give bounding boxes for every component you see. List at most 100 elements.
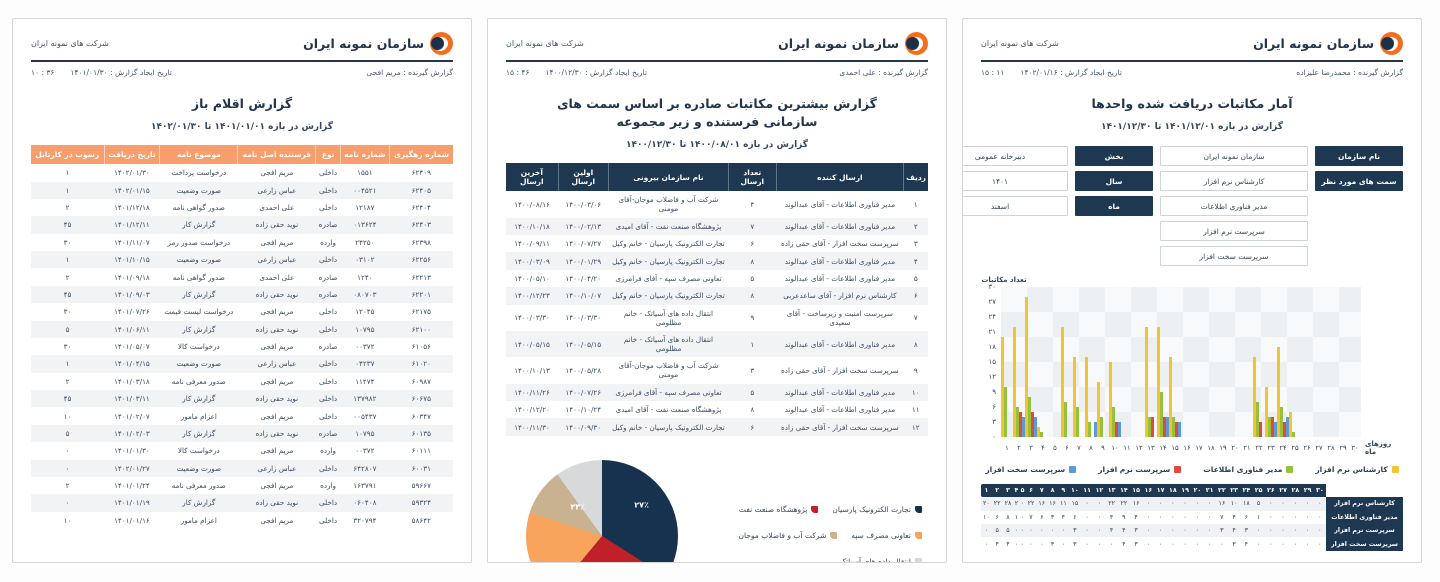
table-cell: صادره	[318, 272, 338, 282]
matrix-cell: ۰	[1256, 540, 1261, 548]
matrix-cell: ۲۰	[981, 497, 992, 511]
table-cell: ۶	[903, 287, 928, 305]
organization-name: سازمان نمونه ایران	[303, 36, 424, 51]
table-cell: تعاونی مصرف سپه - آقای فرامرزی	[608, 383, 729, 401]
table-row: ۶۲۳۹۸ ۲۴۲۵۰ وارده مریم افجی درخواست صدور رمز…	[31, 234, 453, 251]
table-cell: ۴	[750, 199, 755, 209]
matrix-day-header: ۲۶	[1264, 484, 1277, 498]
table-cell: مدیر فناوری اطلاعات - آقای عبدالوند	[784, 273, 896, 283]
table-cell: ۱۴۰۰/۱۰/۲۴	[565, 405, 602, 415]
matrix-cell: ۰	[1085, 540, 1089, 548]
matrix-cell: ۴	[1232, 513, 1236, 521]
report-meta: گزارش گیرنده : محمدرضا علیزاده تاریخ ایج…	[981, 62, 1403, 77]
filter-year-label: سال	[1075, 171, 1153, 192]
table-cell: صورت وضعیت	[159, 459, 238, 477]
table-cell: ۱	[728, 330, 777, 358]
plot-right-gap	[1361, 287, 1403, 437]
bar	[1163, 417, 1166, 438]
table-cell: ۰	[31, 494, 104, 512]
table-cell: اعزام مامور	[180, 515, 217, 525]
matrix-day-header: ۳۰	[1313, 484, 1326, 498]
bar-group	[1097, 287, 1109, 438]
table-row: ۸ مدیر فناوری اطلاعات - آقای عبدالوند ۱ انت…	[506, 330, 928, 358]
table-cell: داخلی	[315, 459, 341, 477]
bar-legend-item: مدیر فناوری اطلاعات	[1203, 465, 1294, 474]
table-cell: مریم افجی	[260, 515, 294, 525]
table-row: ۶۰۰۳۱ ۶۴۲۸۰۷ داخلی عباس زارعی صورت وضعیت ۱۴۰۲…	[31, 459, 453, 477]
bar	[1283, 422, 1286, 438]
matrix-cell: ۰	[1036, 523, 1048, 538]
table-row: ۶۲۴۰۳ ۰۱۳۶۲۴ صادره نوید حقی زاده گزارش کار ۱۴…	[31, 216, 453, 234]
bar	[1145, 327, 1148, 438]
matrix-cell: ۰	[1276, 497, 1290, 511]
matrix-cell: ۰	[1289, 497, 1302, 511]
matrix-cell: ۰	[1171, 513, 1175, 521]
bar	[1100, 417, 1103, 438]
table-cell: مریم افجی	[260, 342, 294, 352]
matrix-cell: ۱۶	[1215, 497, 1228, 511]
table-head: ردیف ارسال کننده تعداد ارسال نام سازمان بیر…	[506, 163, 928, 192]
x-tick-label: ۱۶	[1183, 444, 1191, 453]
bar	[1178, 422, 1181, 438]
table-cell: نوید حقی زاده	[237, 390, 316, 408]
page-header: سازمان نمونه ایران شرکت های نمونه ایران	[981, 32, 1403, 55]
matrix-cell: ۰	[1264, 523, 1277, 538]
matrix-header-row: ۱ ۲ ۳ ۴ ۵ ۶ ۷ ۸ ۹ ۱۰ ۱۱ ۱۲ ۱۳ ۱۴ ۱۵ ۱۶ ۱۷ ۱۸ ۱۹ ۲۰ ۲۱ ۲۲ ۲۳ ۲۴ ۲…	[981, 484, 1403, 498]
bar-group	[1145, 287, 1157, 438]
x-tick-label: ۵	[1053, 444, 1057, 453]
matrix-day-header: ۱۲	[1093, 484, 1106, 498]
table-cell: صورت وضعیت	[159, 181, 238, 199]
company-name: شرکت های نمونه ایران	[31, 39, 109, 48]
chart-body: ۰ ۳ ۶ ۹ ۱۲ ۱۵ ۱۸ ۲۱ ۲۴ ۲۷ ۳۰	[981, 283, 1403, 441]
bar	[1169, 357, 1172, 438]
report-receiver: گزارش گیرنده : محمدرضا علیزاده	[1296, 68, 1403, 77]
table-cell: ۱۴۰۰/۰۳/۰۶	[565, 199, 602, 209]
header-divider	[31, 60, 453, 62]
matrix-cell: ۰	[1154, 523, 1167, 538]
table-row: ۶۰۶۷۵ ۱۳۷۹۸۲ داخلی نوید حقی زاده گزارش کار ۱۴…	[31, 390, 453, 408]
table-cell: ۱۱۲۷۴	[355, 376, 375, 386]
matrix-cell: ۰	[1166, 497, 1179, 511]
report-created-time: ۱۵ : ۴۶	[506, 68, 530, 77]
bar	[1286, 417, 1289, 438]
table-cell: صورت وضعیت	[159, 355, 238, 373]
table-row: ۶۲۱۷۵ ۱۲۰۴۵ داخلی مریم افجی درخواست لیست قیم…	[31, 303, 453, 320]
matrix-cell: ۳	[1073, 540, 1077, 548]
column-header: فرستنده اصل نامه	[237, 145, 316, 165]
table-cell: صادره	[315, 285, 341, 304]
bar-group	[1253, 287, 1265, 438]
table-row: ۵ مدیر فناوری اطلاعات - آقای عبدالوند ۵ تعا…	[506, 270, 928, 287]
matrix-cell: ۱۸	[1240, 497, 1253, 511]
table-cell: ۱	[65, 168, 70, 178]
filter-spacer	[1075, 246, 1153, 266]
table-cell: ۱۵۵۱	[357, 168, 373, 178]
matrix-day-header: ۳	[1002, 484, 1014, 498]
table-cell: ۱۴۰۰/۰۵/۱۵	[506, 330, 559, 358]
column-header: رسوب در کارتابل	[31, 145, 104, 165]
table-cell: مریم افجی	[260, 307, 294, 317]
table-cell: ۲	[65, 481, 70, 491]
bar	[1031, 412, 1034, 438]
matrix-cell: ۰	[1020, 540, 1025, 548]
bar	[1271, 417, 1274, 438]
bar	[1013, 327, 1016, 438]
matrix-cell: ۰	[1289, 523, 1302, 538]
bar-group	[1073, 287, 1085, 438]
table-cell: شرکت آب و فاضلاب موجان-آقای مومنی	[618, 195, 719, 214]
bar	[1022, 417, 1025, 438]
bar	[1265, 387, 1268, 438]
bar	[1016, 407, 1019, 438]
matrix-cell: ۰	[1207, 540, 1212, 548]
matrix-cell: ۰	[1080, 523, 1094, 538]
y-tick-label: ۲۱	[988, 328, 996, 337]
report-title: آمار مکاتبات دریافت شده واحدها	[1091, 96, 1293, 111]
table-cell: ۴۵	[31, 285, 104, 304]
table-cell: درخواست کالا	[177, 446, 220, 456]
table-cell: ۶۰۶۷۵	[389, 390, 453, 408]
table-cell: ۱۴۰۱/۰۹/۰۳	[104, 285, 160, 304]
matrix-cell: ۲	[1013, 497, 1020, 511]
report-subtitle: گزارش در بازه ۱۴۰۱/۱۲/۰۱ تا ۱۴۰۱/۱۲/۳۰	[1100, 122, 1284, 133]
matrix-cell: ۰	[1020, 513, 1025, 521]
bar-group	[1085, 287, 1097, 438]
